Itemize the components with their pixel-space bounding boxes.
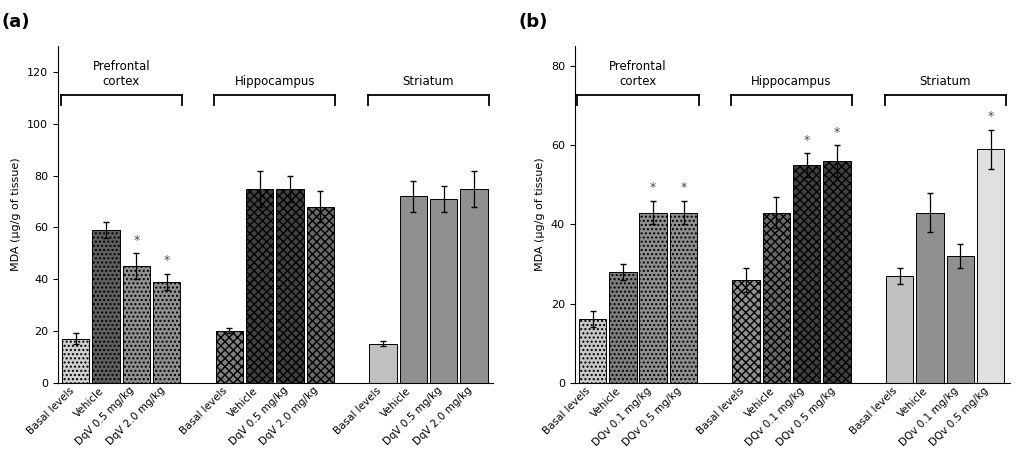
Bar (793, 165, 821, 383)
Y-axis label: MDA (μg/g of tissue): MDA (μg/g of tissue) (535, 158, 545, 271)
Bar (277, 189, 303, 383)
Bar (610, 272, 636, 383)
Bar (153, 282, 181, 383)
Bar (670, 213, 697, 383)
Text: (a): (a) (1, 13, 30, 31)
Text: Hippocampus: Hippocampus (751, 75, 832, 89)
Y-axis label: MDA (μg/g of tissue): MDA (μg/g of tissue) (11, 158, 21, 271)
Text: *: * (987, 110, 993, 123)
Bar (763, 213, 790, 383)
Bar (639, 213, 667, 383)
Bar (946, 256, 974, 383)
Text: *: * (680, 181, 687, 194)
Text: Hippocampus: Hippocampus (235, 75, 315, 89)
Bar (246, 189, 274, 383)
Text: Striatum: Striatum (402, 75, 454, 89)
Text: *: * (650, 181, 657, 194)
Bar (215, 331, 243, 383)
Bar (579, 319, 606, 383)
Text: *: * (804, 134, 810, 146)
Text: (b): (b) (518, 13, 547, 31)
Bar (62, 339, 90, 383)
Bar (123, 266, 150, 383)
Bar (430, 199, 457, 383)
Bar (306, 207, 334, 383)
Bar (917, 213, 943, 383)
Bar (370, 344, 397, 383)
Bar (823, 161, 850, 383)
Text: *: * (834, 126, 840, 139)
Text: *: * (134, 234, 140, 246)
Text: Striatum: Striatum (920, 75, 971, 89)
Bar (977, 149, 1005, 383)
Bar (460, 189, 488, 383)
Bar (93, 230, 119, 383)
Bar (732, 280, 760, 383)
Bar (399, 196, 427, 383)
Bar (886, 276, 914, 383)
Text: Prefrontal
cortex: Prefrontal cortex (610, 61, 667, 89)
Text: Prefrontal
cortex: Prefrontal cortex (93, 61, 150, 89)
Text: *: * (163, 254, 169, 267)
